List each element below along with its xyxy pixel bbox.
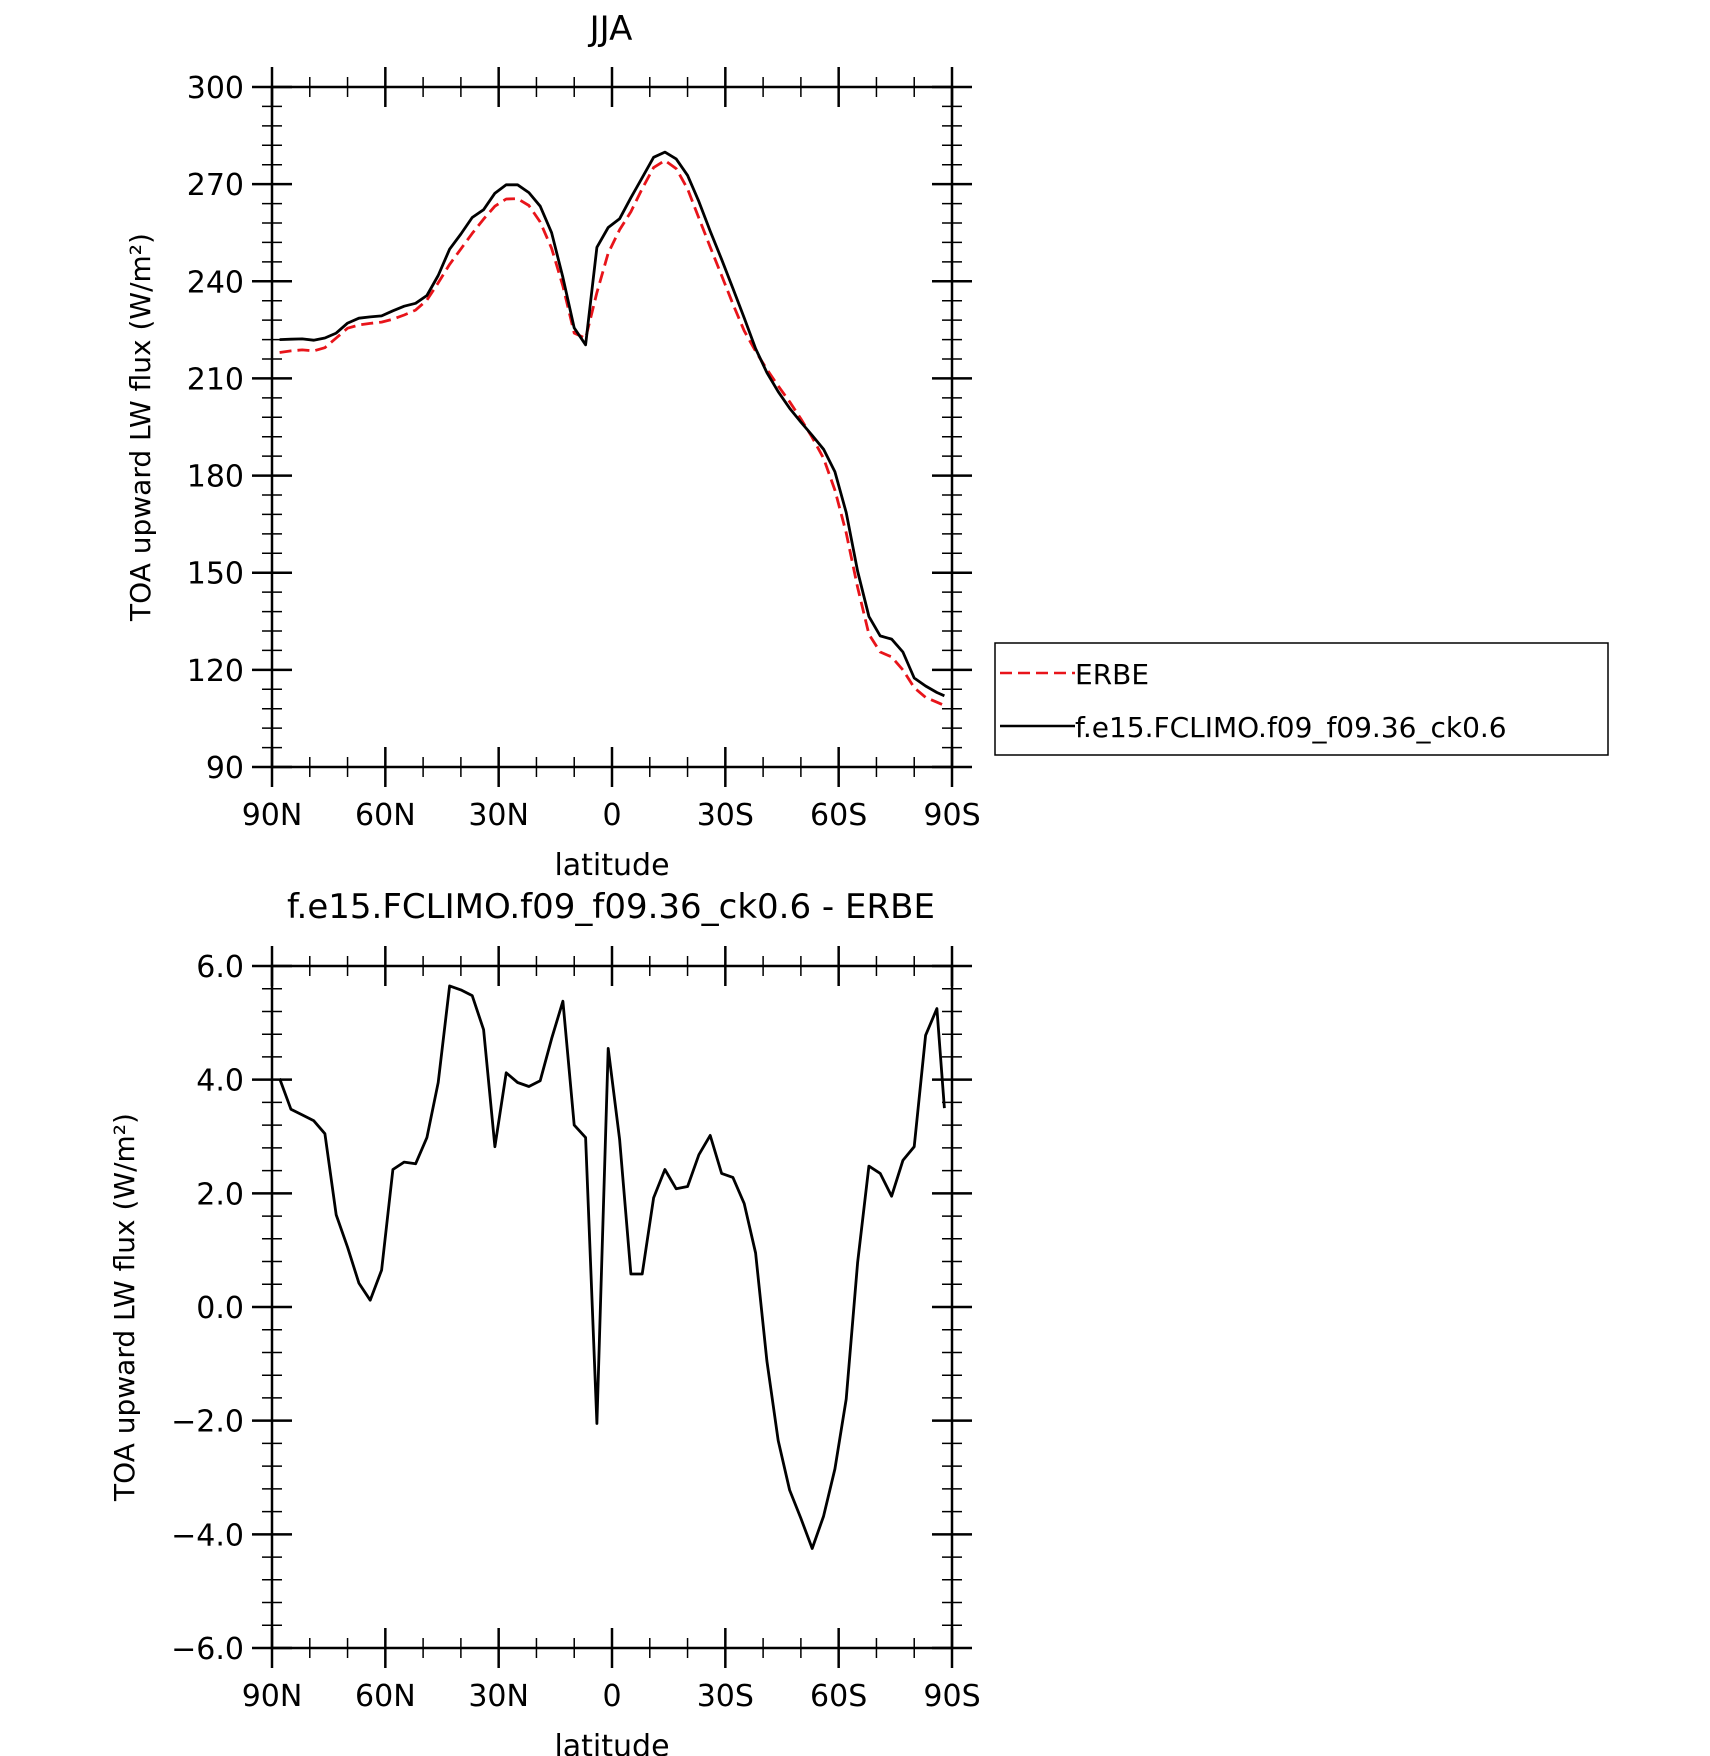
top-x-tick-label: 60N <box>355 798 416 833</box>
bottom-y-tick-label: −6.0 <box>171 1632 244 1667</box>
top-y-tick-label: 150 <box>187 557 244 592</box>
bottom-panel: f.e15.FCLIMO.f09_f09.36_ck0.6 - ERBE −6.… <box>108 887 981 1756</box>
bottom-y-tick-label: 6.0 <box>196 950 244 985</box>
top-y-tick-label: 90 <box>206 751 244 786</box>
top-y-tick-labels: 90 120 150 180 210 240 270 300 <box>187 71 244 786</box>
bottom-y-tick-labels: −6.0 −4.0 −2.0 0.0 2.0 4.0 6.0 <box>171 950 244 1667</box>
bottom-y-tick-label: 0.0 <box>196 1291 244 1326</box>
top-x-tick-label: 0 <box>602 798 621 833</box>
legend: ERBE f.e15.FCLIMO.f09_f09.36_ck0.6 <box>994 642 1609 756</box>
legend-box <box>994 642 1609 756</box>
top-series-group <box>279 150 945 707</box>
top-x-tick-label: 30N <box>468 798 529 833</box>
bottom-y-tick-label: −4.0 <box>171 1518 244 1553</box>
top-x-tick-labels: 90N 60N 30N 0 30S 60S 90S <box>242 798 981 833</box>
bottom-x-tick-label: 90S <box>923 1679 980 1714</box>
top-y-tick-label: 270 <box>187 168 244 203</box>
top-y-tick-label: 300 <box>187 71 244 106</box>
bottom-x-tick-label: 30S <box>697 1679 754 1714</box>
bottom-x-tick-label: 90N <box>242 1679 303 1714</box>
top-x-tick-label: 90N <box>242 798 303 833</box>
top-x-tick-label: 60S <box>810 798 867 833</box>
legend-label-erbe: ERBE <box>1075 658 1149 691</box>
bottom-x-tick-label: 30N <box>468 1679 529 1714</box>
top-x-axis-label: latitude <box>554 848 669 883</box>
bottom-y-tick-label: −2.0 <box>171 1405 244 1440</box>
bottom-axis-ticks <box>252 946 972 1668</box>
bottom-series-line-diff-0 <box>278 984 946 1550</box>
bottom-y-tick-label: 4.0 <box>196 1064 244 1099</box>
top-y-tick-label: 210 <box>187 362 244 397</box>
bottom-x-axis-label: latitude <box>554 1729 669 1756</box>
bottom-series-group <box>278 984 946 1550</box>
top-series-line-erbe <box>279 159 945 707</box>
top-x-tick-label: 30S <box>697 798 754 833</box>
top-plot-frame <box>270 85 954 769</box>
legend-label-model: f.e15.FCLIMO.f09_f09.36_ck0.6 <box>1075 711 1507 744</box>
top-y-tick-label: 120 <box>187 654 244 689</box>
bottom-x-tick-labels: 90N 60N 30N 0 30S 60S 90S <box>242 1679 981 1714</box>
bottom-plot-frame <box>270 964 954 1650</box>
top-y-tick-label: 240 <box>187 265 244 300</box>
top-panel: JJA 90 120 150 180 210 240 270 300 90N 60N 30N 0 30… <box>124 9 1609 883</box>
bottom-y-axis-label: TOA upward LW flux (W/m²) <box>108 1113 141 1502</box>
bottom-x-tick-label: 60N <box>355 1679 416 1714</box>
top-series-line-f-e15-fclimo-f09-f09-36-ck0-6 <box>279 150 945 698</box>
bottom-x-tick-label: 0 <box>602 1679 621 1714</box>
top-chart-title: JJA <box>588 9 633 49</box>
bottom-chart-title: f.e15.FCLIMO.f09_f09.36_ck0.6 - ERBE <box>287 887 935 927</box>
bottom-x-tick-label: 60S <box>810 1679 867 1714</box>
top-axis-ticks <box>252 67 972 787</box>
top-y-tick-label: 180 <box>187 460 244 495</box>
bottom-y-tick-label: 2.0 <box>196 1177 244 1212</box>
top-x-tick-label: 90S <box>923 798 980 833</box>
top-y-axis-label: TOA upward LW flux (W/m²) <box>124 233 157 622</box>
